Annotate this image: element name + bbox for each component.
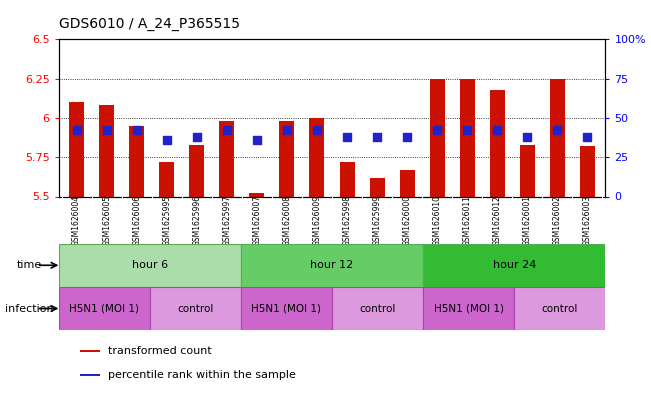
Text: GSM1625998: GSM1625998 xyxy=(342,195,352,246)
Point xyxy=(402,134,412,140)
Point xyxy=(252,137,262,143)
Text: hour 12: hour 12 xyxy=(311,260,353,270)
Point xyxy=(102,127,112,134)
Bar xyxy=(59,244,241,287)
Bar xyxy=(249,193,264,196)
Text: GSM1626012: GSM1626012 xyxy=(493,195,502,246)
Text: GSM1626008: GSM1626008 xyxy=(283,195,292,246)
Point xyxy=(191,134,202,140)
Bar xyxy=(150,287,241,330)
Point xyxy=(582,134,592,140)
Point xyxy=(282,127,292,134)
Text: GSM1626006: GSM1626006 xyxy=(132,195,141,246)
Point xyxy=(221,127,232,134)
Text: control: control xyxy=(359,303,396,314)
Point xyxy=(492,127,503,134)
Bar xyxy=(241,244,423,287)
Point xyxy=(132,127,142,134)
Text: H5N1 (MOI 1): H5N1 (MOI 1) xyxy=(434,303,504,314)
Point xyxy=(372,134,382,140)
Bar xyxy=(189,145,204,196)
Bar xyxy=(370,178,385,196)
Text: hour 6: hour 6 xyxy=(132,260,168,270)
Bar xyxy=(69,102,84,196)
Point xyxy=(522,134,533,140)
Bar xyxy=(423,244,605,287)
Text: percentile rank within the sample: percentile rank within the sample xyxy=(108,370,296,380)
Text: GSM1626004: GSM1626004 xyxy=(72,195,81,246)
Bar xyxy=(519,145,535,196)
Text: GDS6010 / A_24_P365515: GDS6010 / A_24_P365515 xyxy=(59,17,240,31)
Point xyxy=(312,127,322,134)
Text: GSM1626000: GSM1626000 xyxy=(402,195,411,246)
Bar xyxy=(430,79,445,196)
Text: GSM1626003: GSM1626003 xyxy=(583,195,592,246)
Bar xyxy=(550,79,565,196)
Text: GSM1626005: GSM1626005 xyxy=(102,195,111,246)
Text: transformed count: transformed count xyxy=(108,345,212,356)
Text: GSM1625997: GSM1625997 xyxy=(223,195,231,246)
Text: GSM1626007: GSM1626007 xyxy=(253,195,262,246)
Bar xyxy=(423,287,514,330)
Text: control: control xyxy=(177,303,214,314)
Bar xyxy=(241,287,332,330)
Bar xyxy=(159,162,174,196)
Text: hour 24: hour 24 xyxy=(493,260,536,270)
Text: H5N1 (MOI 1): H5N1 (MOI 1) xyxy=(69,303,139,314)
Bar xyxy=(99,105,114,196)
Text: infection: infection xyxy=(5,303,53,314)
Text: GSM1626010: GSM1626010 xyxy=(433,195,441,246)
Point xyxy=(161,137,172,143)
Point xyxy=(72,127,82,134)
Bar xyxy=(81,375,100,376)
Text: GSM1625995: GSM1625995 xyxy=(162,195,171,246)
Bar xyxy=(460,79,475,196)
Bar xyxy=(129,126,145,196)
Point xyxy=(342,134,352,140)
Point xyxy=(552,127,562,134)
Bar xyxy=(490,90,505,196)
Text: GSM1626011: GSM1626011 xyxy=(463,195,472,246)
Text: GSM1626001: GSM1626001 xyxy=(523,195,532,246)
Bar xyxy=(340,162,355,196)
Bar xyxy=(580,146,595,196)
Bar xyxy=(332,287,423,330)
Bar xyxy=(514,287,605,330)
Bar xyxy=(309,118,324,196)
Text: GSM1626002: GSM1626002 xyxy=(553,195,562,246)
Bar xyxy=(400,170,415,196)
Bar xyxy=(279,121,294,196)
Bar xyxy=(59,287,150,330)
Bar xyxy=(81,350,100,351)
Point xyxy=(462,127,473,134)
Text: GSM1626009: GSM1626009 xyxy=(312,195,322,246)
Point xyxy=(432,127,443,134)
Text: GSM1625996: GSM1625996 xyxy=(192,195,201,246)
Text: GSM1625999: GSM1625999 xyxy=(372,195,381,246)
Text: time: time xyxy=(17,260,42,270)
Text: control: control xyxy=(542,303,578,314)
Text: H5N1 (MOI 1): H5N1 (MOI 1) xyxy=(251,303,322,314)
Bar xyxy=(219,121,234,196)
